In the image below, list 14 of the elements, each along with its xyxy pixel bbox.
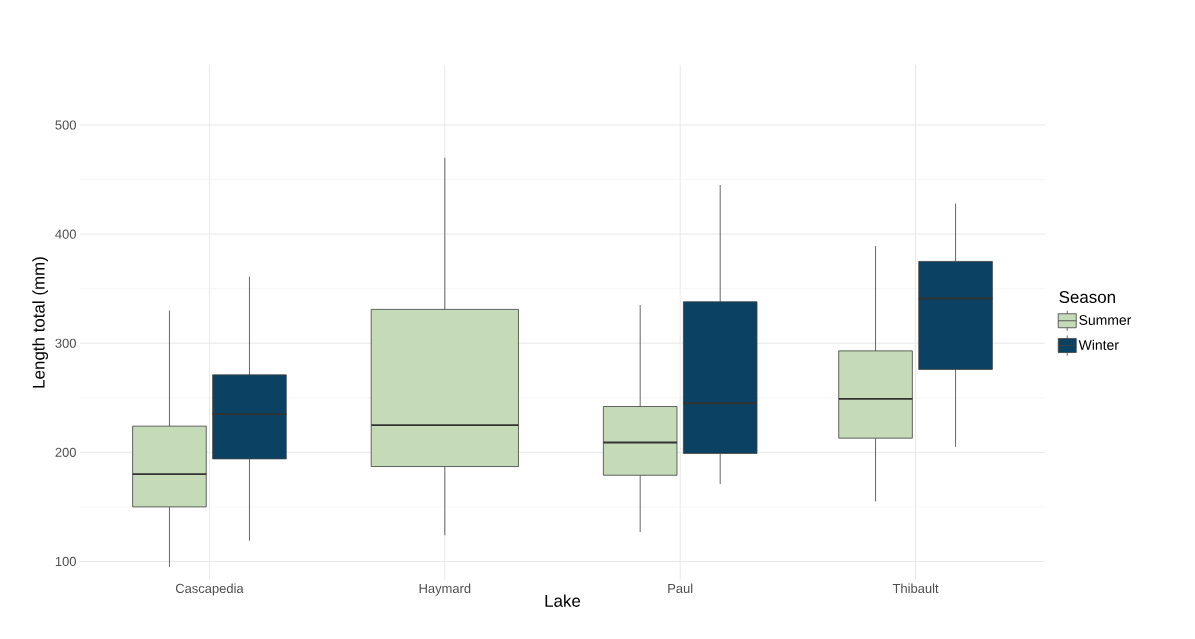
y-tick-label: 300 <box>55 338 76 348</box>
y-tick-label: 200 <box>55 447 76 457</box>
x-tick-label: Paul <box>668 583 693 594</box>
legend-title: Season <box>1059 291 1115 304</box>
y-tick-label: 400 <box>55 229 76 239</box>
x-tick-label: Cascapedia <box>175 583 244 596</box>
y-tick-label: 100 <box>55 556 76 567</box>
legend-label: Winter <box>1078 339 1119 350</box>
y-axis-title: Length total (mm) <box>32 257 49 388</box>
x-tick-label: Haymard <box>419 583 471 596</box>
x-axis-title: Lake <box>545 594 581 607</box>
x-tick-label: Thibault <box>892 583 939 594</box>
y-tick-label: 500 <box>55 120 76 130</box>
legend-label: Summer <box>1079 315 1132 326</box>
